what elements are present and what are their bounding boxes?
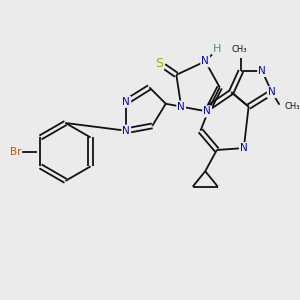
Text: CH₃: CH₃: [284, 102, 300, 111]
Text: N: N: [203, 106, 211, 116]
Text: N: N: [268, 87, 276, 97]
Text: N: N: [240, 143, 248, 153]
Text: N: N: [177, 102, 185, 112]
Text: Br: Br: [10, 147, 21, 157]
Text: CH₃: CH₃: [231, 45, 247, 54]
Text: N: N: [201, 56, 209, 66]
Text: N: N: [122, 126, 130, 136]
Text: N: N: [258, 66, 266, 76]
Text: S: S: [155, 57, 163, 70]
Text: H: H: [213, 44, 221, 54]
Text: N: N: [122, 97, 130, 107]
